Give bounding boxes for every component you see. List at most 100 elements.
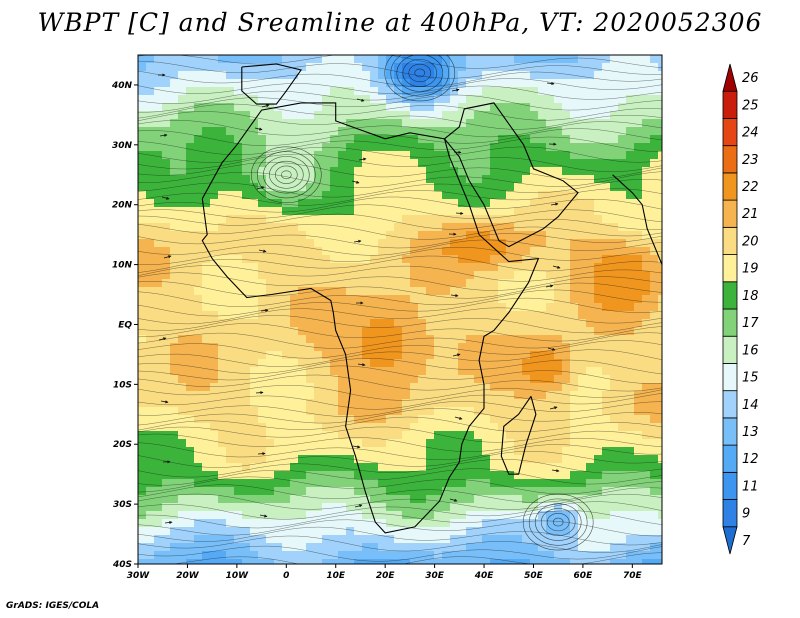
field-cell: [250, 255, 259, 264]
field-cell: [338, 455, 347, 464]
field-cell: [402, 559, 411, 564]
field-cell: [538, 127, 547, 136]
field-cell: [178, 95, 187, 104]
field-cell: [618, 63, 627, 72]
field-cell: [354, 263, 363, 272]
field-cell: [154, 399, 163, 408]
field-cell: [554, 231, 563, 240]
field-cell: [322, 167, 331, 176]
field-cell: [386, 503, 395, 512]
field-cell: [290, 127, 299, 136]
field-cell: [346, 199, 355, 208]
field-cell: [426, 159, 435, 168]
field-cell: [322, 415, 331, 424]
field-cell: [258, 55, 267, 64]
field-cell: [186, 487, 195, 496]
field-cell: [162, 415, 171, 424]
field-cell: [618, 159, 627, 168]
field-cell: [546, 423, 555, 432]
field-cell: [442, 559, 451, 564]
field-cell: [386, 119, 395, 128]
field-cell: [346, 431, 355, 440]
field-cell: [306, 207, 315, 216]
field-cell: [298, 391, 307, 400]
field-cell: [314, 111, 323, 120]
field-cell: [250, 303, 259, 312]
field-cell: [146, 383, 155, 392]
field-cell: [474, 239, 483, 248]
field-cell: [394, 543, 403, 552]
field-cell: [482, 487, 491, 496]
field-cell: [274, 559, 283, 564]
field-cell: [410, 311, 419, 320]
field-cell: [210, 247, 219, 256]
field-cell: [642, 519, 651, 528]
field-cell: [474, 279, 483, 288]
field-cell: [514, 63, 523, 72]
field-cell: [138, 423, 147, 432]
field-cell: [426, 495, 435, 504]
flow-arrow: [358, 157, 367, 161]
field-cell: [346, 111, 355, 120]
field-cell: [498, 215, 507, 224]
field-cell: [658, 247, 662, 256]
vortex-ring: [408, 63, 432, 83]
field-cell: [402, 383, 411, 392]
field-cell: [386, 455, 395, 464]
field-cell: [522, 455, 531, 464]
field-cell: [282, 527, 291, 536]
field-cell: [594, 503, 603, 512]
field-cell: [562, 71, 571, 80]
field-cell: [426, 311, 435, 320]
vortex-ring: [281, 170, 292, 180]
field-cell: [610, 471, 619, 480]
field-cell: [642, 543, 651, 552]
field-cell: [258, 391, 267, 400]
field-cell: [618, 247, 627, 256]
field-cell: [514, 359, 523, 368]
field-cell: [338, 527, 347, 536]
field-cell: [146, 239, 155, 248]
field-cell: [226, 559, 235, 564]
field-cell: [218, 135, 227, 144]
field-cell: [234, 311, 243, 320]
field-cell: [402, 231, 411, 240]
field-cell: [154, 527, 163, 536]
field-cell: [602, 135, 611, 144]
field-cell: [442, 447, 451, 456]
field-cell: [434, 231, 443, 240]
field-cell: [186, 207, 195, 216]
field-cell: [642, 223, 651, 232]
field-cell: [506, 535, 515, 544]
field-cell: [578, 551, 587, 560]
field-cell: [490, 359, 499, 368]
field-cell: [346, 559, 355, 564]
field-cell: [186, 519, 195, 528]
field-cell: [314, 511, 323, 520]
field-cell: [394, 119, 403, 128]
field-cell: [394, 199, 403, 208]
field-cell: [554, 487, 563, 496]
field-cell: [370, 471, 379, 480]
field-cell: [506, 103, 515, 112]
field-cell: [410, 79, 419, 88]
field-cell: [306, 311, 315, 320]
field-cell: [578, 503, 587, 512]
field-cell: [162, 455, 171, 464]
field-cell: [634, 199, 643, 208]
field-cell: [410, 295, 419, 304]
field-cell: [330, 551, 339, 560]
field-cell: [634, 407, 643, 416]
field-cell: [426, 327, 435, 336]
field-cell: [330, 279, 339, 288]
field-cell: [250, 399, 259, 408]
field-cell: [466, 479, 475, 488]
field-cell: [210, 215, 219, 224]
field-cell: [178, 247, 187, 256]
field-cell: [594, 111, 603, 120]
field-cell: [538, 95, 547, 104]
field-cell: [506, 415, 515, 424]
field-cell: [186, 271, 195, 280]
field-cell: [258, 471, 267, 480]
field-cell: [146, 463, 155, 472]
